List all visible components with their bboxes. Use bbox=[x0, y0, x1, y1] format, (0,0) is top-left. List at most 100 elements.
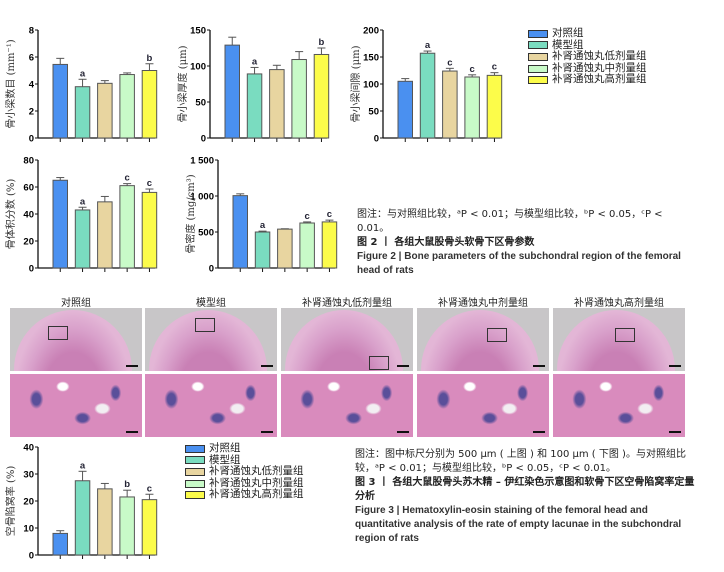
significance-label: b bbox=[147, 53, 153, 64]
histology-group-label: 补肾通蚀丸低剂量组 bbox=[302, 298, 392, 309]
y-axis-label: 骨小梁间隙 (μm) bbox=[349, 45, 362, 122]
y-tick-label: 0 bbox=[374, 134, 379, 145]
histology-image-magnified bbox=[417, 374, 549, 437]
bar bbox=[119, 74, 135, 139]
bar bbox=[321, 221, 338, 269]
bar-chart-svg: 0 20 40 60 80 骨体积分数 (%) a c c bbox=[4, 156, 158, 275]
y-tick-label: 100 bbox=[190, 62, 206, 73]
y-tick-label: 0 bbox=[29, 134, 34, 145]
bar-chart-svg: 0 2 4 6 8 骨小梁数目 (mm⁻¹) a b bbox=[4, 26, 158, 145]
y-tick-label: 8 bbox=[29, 26, 34, 37]
legend-item: 补肾通蚀丸低剂量组 bbox=[185, 466, 304, 478]
bar bbox=[141, 499, 158, 556]
figure2-caption: 图注：与对照组比较，ᵃP < 0.01；与模型组比较，ᵇP < 0.05，ᶜP … bbox=[357, 208, 697, 278]
bar bbox=[119, 496, 135, 556]
bar bbox=[74, 209, 91, 269]
histology-image-magnified bbox=[145, 374, 277, 437]
histology-group-label: 对照组 bbox=[61, 298, 91, 309]
bar bbox=[397, 80, 413, 139]
scale-bar bbox=[533, 431, 545, 433]
bar bbox=[97, 82, 113, 139]
legend-label: 补肾通蚀丸低剂量组 bbox=[209, 465, 304, 478]
y-axis-label: 骨密度 (mg/cm³) bbox=[184, 174, 197, 253]
histology-image-magnified bbox=[10, 374, 142, 437]
y-axis-label: 骨小梁厚度 (μm) bbox=[176, 45, 189, 122]
y-tick-label: 50 bbox=[368, 107, 379, 118]
bar bbox=[97, 488, 113, 556]
significance-label: c bbox=[447, 57, 452, 68]
bar bbox=[119, 185, 135, 269]
bar bbox=[232, 195, 248, 269]
y-tick-label: 6 bbox=[29, 53, 34, 64]
histology-image-overview bbox=[10, 308, 142, 371]
y-tick-label: 30 bbox=[23, 470, 34, 481]
legend-label: 补肾通蚀丸高剂量组 bbox=[209, 488, 304, 501]
legend-item: 补肾通蚀丸高剂量组 bbox=[185, 489, 304, 501]
bar bbox=[246, 73, 263, 139]
significance-label: c bbox=[327, 209, 332, 220]
legend-item: 对照组 bbox=[528, 27, 647, 40]
y-tick-label: 80 bbox=[23, 156, 34, 167]
legend-label: 补肾通蚀丸低剂量组 bbox=[552, 50, 647, 63]
significance-label: c bbox=[470, 64, 475, 75]
histology-image-magnified bbox=[281, 374, 413, 437]
legend-item: 对照组 bbox=[185, 442, 304, 455]
scale-bar bbox=[397, 431, 409, 433]
figure3-note: 图注：图中标尺分别为 500 μm ( 上图 ) 和 100 μm ( 下图 )… bbox=[355, 449, 686, 474]
bar bbox=[52, 63, 68, 139]
bar bbox=[74, 86, 91, 139]
bar bbox=[313, 53, 330, 139]
legend-label: 对照组 bbox=[209, 442, 241, 454]
bar bbox=[299, 222, 315, 269]
bar bbox=[74, 480, 91, 556]
legend-label: 模型组 bbox=[209, 453, 241, 466]
bar bbox=[419, 52, 436, 139]
significance-label: c bbox=[125, 173, 130, 184]
bar bbox=[486, 74, 503, 139]
chart-bone-volume-fraction: 0 20 40 60 80 骨体积分数 (%) a c c bbox=[0, 130, 170, 280]
legend-item: 补肾通蚀丸中剂量组 bbox=[185, 476, 304, 490]
bar bbox=[141, 191, 158, 269]
bar-chart-svg: 0 500 1 000 1 500 骨密度 (mg/cm³) a c c bbox=[184, 156, 338, 275]
chart-empty-lacunae-rate: 0 10 20 30 40 空骨陷窝率 (%) a b c bbox=[0, 417, 170, 567]
y-tick-label: 2 bbox=[29, 107, 34, 118]
chart-bone-density: 0 500 1 000 1 500 骨密度 (mg/cm³) a c c bbox=[180, 130, 350, 280]
y-tick-label: 0 bbox=[29, 551, 34, 562]
bar bbox=[277, 228, 293, 269]
y-tick-label: 100 bbox=[363, 80, 379, 91]
significance-label: b bbox=[319, 37, 325, 48]
y-axis-label: 骨小梁数目 (mm⁻¹) bbox=[4, 39, 17, 128]
y-tick-label: 4 bbox=[29, 80, 35, 91]
y-tick-label: 1 000 bbox=[190, 192, 214, 203]
significance-label: c bbox=[492, 62, 497, 73]
figure3-title-cn: 图 3 丨 各组大鼠股骨头苏木精 – 伊红染色示意图和软骨下区空骨陷窝率定量分析 bbox=[355, 477, 695, 502]
chart-trabecular-separation: 0 50 100 150 200 骨小梁间隙 (μm) a c c c bbox=[345, 0, 515, 150]
scale-bar bbox=[669, 365, 681, 367]
y-tick-label: 20 bbox=[23, 497, 34, 508]
significance-label: a bbox=[260, 220, 266, 231]
y-tick-label: 0 bbox=[29, 264, 34, 275]
y-tick-label: 1 500 bbox=[190, 156, 214, 167]
y-axis-label: 骨体积分数 (%) bbox=[4, 179, 17, 250]
bar bbox=[141, 70, 158, 139]
figure2-title-en: Figure 2 | Bone parameters of the subcho… bbox=[357, 251, 681, 276]
y-tick-label: 10 bbox=[23, 524, 34, 535]
legend-figure2: 对照组 模型组 补肾通蚀丸低剂量组 补肾通蚀丸中剂量组 补肾通蚀丸高剂量组 bbox=[528, 27, 647, 86]
histology-image-overview bbox=[553, 308, 685, 371]
y-axis-label: 空骨陷窝率 (%) bbox=[4, 466, 17, 537]
significance-label: a bbox=[80, 460, 86, 471]
scale-bar bbox=[669, 431, 681, 433]
significance-label: b bbox=[124, 479, 130, 490]
legend-label: 补肾通蚀丸中剂量组 bbox=[209, 476, 304, 489]
significance-label: c bbox=[147, 483, 152, 494]
bar bbox=[52, 179, 68, 269]
histology-group-label: 模型组 bbox=[196, 298, 226, 309]
significance-label: a bbox=[252, 56, 258, 67]
histology-image-overview bbox=[417, 308, 549, 371]
legend-item: 模型组 bbox=[185, 453, 304, 467]
significance-label: c bbox=[147, 178, 152, 189]
scale-bar bbox=[126, 365, 138, 367]
scale-bar bbox=[261, 365, 273, 367]
